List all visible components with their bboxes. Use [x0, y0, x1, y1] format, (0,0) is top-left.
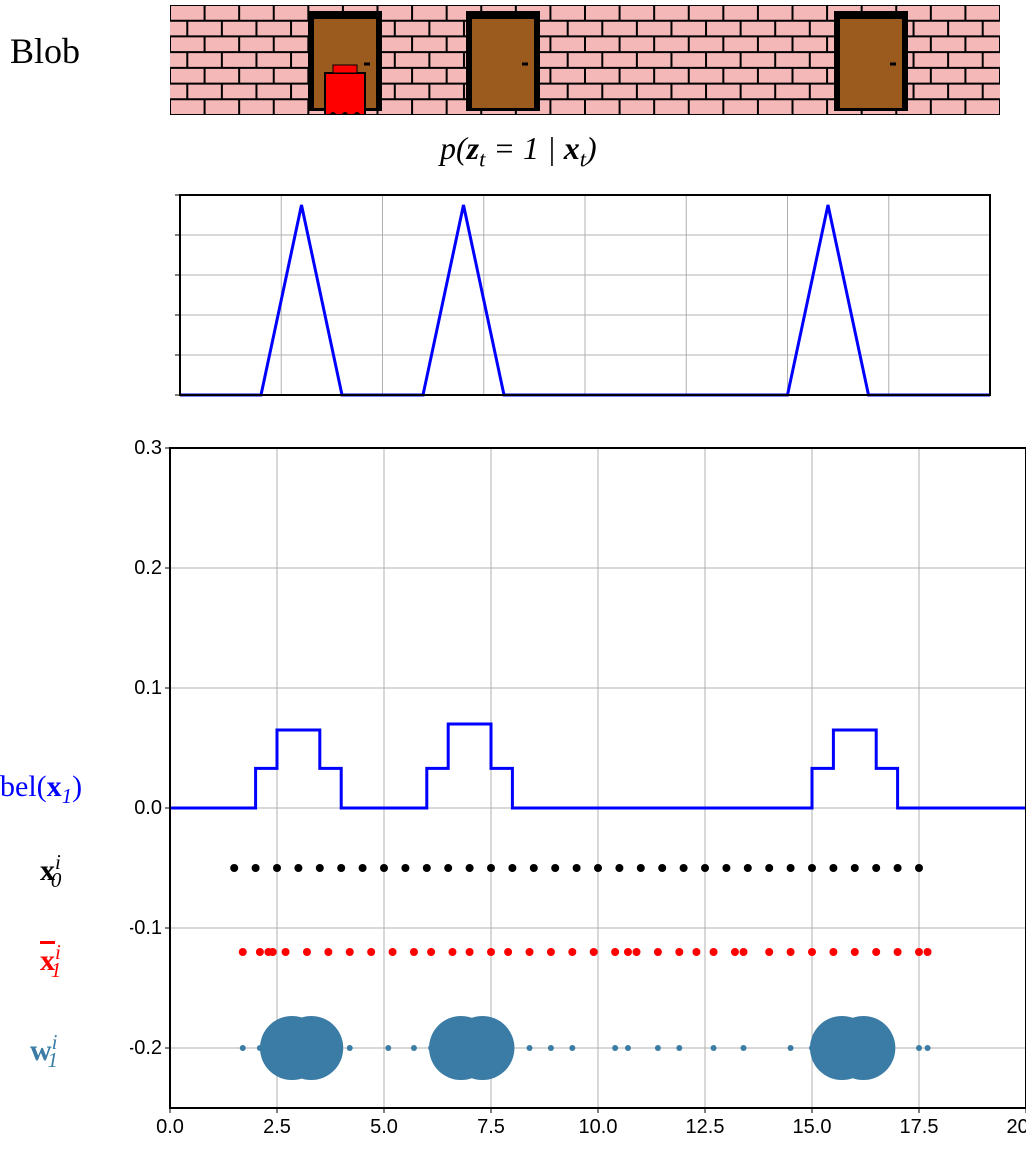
x1bar-label: xi1: [40, 940, 61, 983]
svg-text:7.5: 7.5: [477, 1116, 505, 1138]
svg-text:17.5: 17.5: [900, 1116, 939, 1138]
svg-text:-0.2: -0.2: [130, 1037, 162, 1059]
svg-text:0.0: 0.0: [134, 797, 162, 819]
svg-text:0.3: 0.3: [134, 438, 162, 459]
formula-z: z: [467, 130, 479, 166]
formula-eq: = 1 |: [485, 130, 563, 166]
formula-x: x: [564, 130, 580, 166]
svg-text:0.0: 0.0: [156, 1116, 184, 1138]
formula-p: p: [440, 130, 456, 166]
w1-label: wi1: [30, 1030, 58, 1073]
blob-label: Blob: [10, 30, 80, 72]
belief-chart: 0.0 2.5 5.0 7.5 10.0 12.5 15.0 17.5 20.0 -0.2 -0.1…: [130, 438, 1026, 1158]
likelihood-chart: [170, 185, 1000, 405]
svg-text:0.2: 0.2: [134, 557, 162, 579]
hallway-scene: [170, 5, 1000, 115]
svg-text:-0.1: -0.1: [130, 917, 162, 939]
svg-text:5.0: 5.0: [370, 1116, 398, 1138]
formula-label: p(zt = 1 | xt): [440, 130, 597, 172]
svg-text:15.0: 15.0: [793, 1116, 832, 1138]
svg-text:0.1: 0.1: [134, 677, 162, 699]
svg-text:12.5: 12.5: [686, 1116, 725, 1138]
formula-t2: t: [580, 146, 586, 171]
bel-label: bel(x1): [0, 770, 82, 809]
x0-label: xi0: [40, 850, 61, 893]
svg-text:20.0: 20.0: [1007, 1116, 1026, 1138]
svg-text:2.5: 2.5: [263, 1116, 291, 1138]
svg-text:10.0: 10.0: [579, 1116, 618, 1138]
